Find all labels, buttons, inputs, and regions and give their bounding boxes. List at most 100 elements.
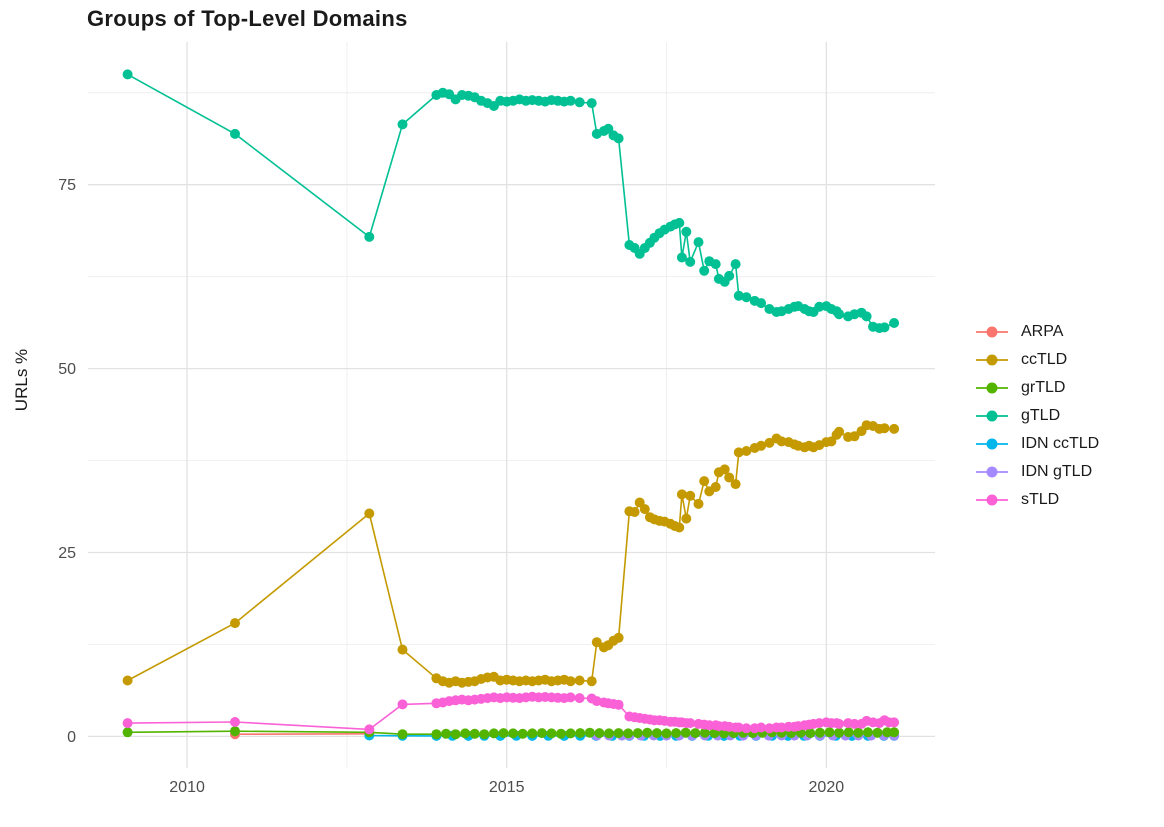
series-point-gTLD xyxy=(741,292,752,303)
series-point-grTLD xyxy=(556,728,566,739)
series-point-grTLD xyxy=(604,728,614,739)
series-point-grTLD xyxy=(805,728,816,739)
legend-item-sTLD: sTLD xyxy=(975,486,1099,514)
series-point-grTLD xyxy=(565,728,576,739)
legend-key-dot xyxy=(986,466,998,478)
series-point-ccTLD xyxy=(699,476,710,487)
series-point-ccTLD xyxy=(719,464,730,475)
series-point-gTLD xyxy=(861,311,872,322)
series-point-ccTLD xyxy=(834,426,845,437)
series-point-ccTLD xyxy=(574,675,585,686)
series-point-ccTLD xyxy=(676,489,687,500)
series-point-grTLD xyxy=(834,727,845,738)
series-point-sTLD xyxy=(849,718,860,729)
series-point-gTLD xyxy=(681,226,692,237)
legend-key-dot xyxy=(986,354,998,366)
series-point-sTLD xyxy=(122,718,133,729)
series-point-sTLD xyxy=(741,723,752,734)
y-tick-label: 50 xyxy=(58,361,76,378)
series-point-grTLD xyxy=(853,727,864,738)
legend-key-icon xyxy=(976,466,1008,478)
legend-key-dot xyxy=(986,438,998,450)
legend-item-IDN-ccTLD: IDN ccTLD xyxy=(975,430,1099,458)
series-point-grTLD xyxy=(889,727,900,738)
series-point-grTLD xyxy=(843,727,854,738)
series-point-grTLD xyxy=(450,729,461,740)
legend-key-dot xyxy=(986,410,998,422)
series-point-gTLD xyxy=(834,309,845,320)
series-point-ccTLD xyxy=(681,513,692,524)
legend-key-icon xyxy=(976,354,1008,366)
chart-title: Groups of Top-Level Domains xyxy=(87,6,408,31)
series-point-sTLD xyxy=(685,718,696,729)
series-point-gTLD xyxy=(879,322,890,333)
series-point-ccTLD xyxy=(613,632,624,643)
series-point-grTLD xyxy=(575,728,586,739)
legend-item-ARPA: ARPA xyxy=(975,318,1099,346)
series-point-gTLD xyxy=(693,237,704,248)
series-point-grTLD xyxy=(488,728,499,739)
legend-item-ccTLD: ccTLD xyxy=(975,346,1099,374)
legend-key-icon xyxy=(976,438,1008,450)
series-point-ccTLD xyxy=(674,522,685,533)
y-tick-label: 25 xyxy=(58,545,76,562)
legend-key-icon xyxy=(976,326,1008,338)
series-point-grTLD xyxy=(397,729,408,740)
series-point-grTLD xyxy=(460,728,471,739)
legend-item-gTLD: gTLD xyxy=(975,402,1099,430)
series-point-grTLD xyxy=(441,728,451,739)
legend-item-grTLD: grTLD xyxy=(975,374,1099,402)
series-point-grTLD xyxy=(517,728,528,739)
series-point-sTLD xyxy=(364,724,375,735)
series-point-gTLD xyxy=(724,270,735,281)
series-point-sTLD xyxy=(230,717,240,727)
series-point-grTLD xyxy=(824,727,835,738)
x-tick-label: 2010 xyxy=(169,779,205,796)
series-point-ccTLD xyxy=(364,508,375,519)
series-point-gTLD xyxy=(364,231,375,242)
series-point-gTLD xyxy=(889,318,900,328)
series-point-ccTLD xyxy=(629,507,640,517)
series-point-ccTLD xyxy=(889,423,900,434)
series-point-sTLD xyxy=(565,692,576,703)
legend-label: gTLD xyxy=(1021,407,1061,424)
series-point-ccTLD xyxy=(730,479,741,490)
series-point-grTLD xyxy=(230,726,240,737)
series-point-grTLD xyxy=(699,727,710,738)
series-point-grTLD xyxy=(651,728,662,739)
series-point-ccTLD xyxy=(586,676,597,687)
series-point-ccTLD xyxy=(591,637,602,648)
series-point-gTLD xyxy=(574,97,585,108)
series-point-grTLD xyxy=(546,728,557,739)
series-point-gTLD xyxy=(756,298,767,309)
series-point-grTLD xyxy=(508,728,519,739)
series-point-grTLD xyxy=(690,728,701,739)
series-point-gTLD xyxy=(674,217,685,228)
series-point-gTLD xyxy=(613,133,624,144)
series-point-grTLD xyxy=(814,727,825,738)
series-point-ccTLD xyxy=(122,675,133,686)
series-point-ccTLD xyxy=(724,472,735,483)
series-point-grTLD xyxy=(623,728,634,739)
series-point-ccTLD xyxy=(879,423,890,434)
series-point-sTLD xyxy=(574,693,585,704)
series-point-grTLD xyxy=(882,727,893,738)
series-point-ccTLD xyxy=(710,482,721,492)
series-point-gTLD xyxy=(230,128,240,139)
y-tick-label: 75 xyxy=(58,177,76,194)
series-point-grTLD xyxy=(498,728,509,739)
series-point-ccTLD xyxy=(756,440,767,451)
series-point-gTLD xyxy=(710,259,721,270)
series-point-grTLD xyxy=(613,728,624,739)
legend-label: ARPA xyxy=(1021,323,1064,340)
series-point-ccTLD xyxy=(230,618,240,629)
series-point-ccTLD xyxy=(565,676,576,687)
series-point-grTLD xyxy=(661,728,672,739)
series-point-sTLD xyxy=(756,722,767,733)
series-point-grTLD xyxy=(479,729,490,740)
series-point-gTLD xyxy=(565,95,576,106)
series-point-grTLD xyxy=(469,728,480,739)
legend-label: sTLD xyxy=(1021,491,1060,508)
legend-key-dot xyxy=(986,494,998,506)
series-point-ccTLD xyxy=(685,490,696,501)
